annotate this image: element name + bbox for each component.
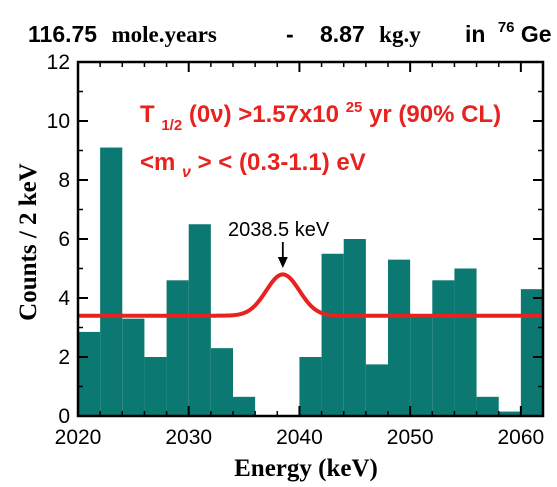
mass-rest: > < (0.3-1.1) eV bbox=[198, 149, 366, 176]
y-tick-label: 6 bbox=[58, 228, 70, 251]
mass-annotation: <m ν > < (0.3-1.1) eV bbox=[140, 149, 366, 183]
header-exposure-mass-unit: kg.y bbox=[379, 22, 421, 47]
x-tick-label: 2050 bbox=[387, 426, 434, 449]
header-exposure-moles-unit: mole.years bbox=[111, 22, 216, 47]
ticks: 2020 2030 2040 2050 2060 0 2 4 6 8 10 12 bbox=[47, 51, 545, 449]
histogram-bar bbox=[166, 280, 189, 416]
y-tick-label: 4 bbox=[58, 287, 70, 310]
histogram-bar bbox=[410, 315, 433, 416]
x-axis-label: Energy (keV) bbox=[234, 455, 378, 482]
histogram-bar bbox=[432, 280, 455, 416]
y-tick-label: 10 bbox=[47, 110, 70, 133]
histogram-bar bbox=[365, 364, 388, 416]
histogram-bar bbox=[188, 224, 211, 416]
y-tick-label: 8 bbox=[58, 169, 70, 192]
y-axis-label: Counts / 2 keV bbox=[15, 163, 42, 321]
header-isotope-symbol: Ge bbox=[521, 21, 552, 47]
y-tick-label: 2 bbox=[58, 346, 70, 369]
header-separator: - bbox=[286, 21, 294, 47]
header-exposure-moles: 116.75 bbox=[28, 21, 97, 47]
histogram-bar bbox=[299, 357, 322, 416]
x-tick-label: 2030 bbox=[165, 426, 212, 449]
halflife-subscript: 1/2 bbox=[161, 117, 182, 134]
header-exposure: 116.75 mole.years bbox=[28, 21, 217, 47]
halflife-exponent: 25 bbox=[346, 99, 363, 116]
x-tick-label: 2020 bbox=[55, 426, 102, 449]
histogram-bar bbox=[520, 289, 543, 416]
histogram-bar bbox=[144, 357, 167, 416]
histogram-bar bbox=[122, 318, 145, 416]
histogram-bar bbox=[476, 396, 499, 416]
histogram-bar bbox=[454, 268, 477, 416]
halflife-unit-cl: yr (90% CL) bbox=[369, 101, 501, 128]
header-exposure-mass: 8.87 bbox=[320, 21, 365, 47]
histogram-bars bbox=[78, 147, 543, 417]
halflife-annotation: T 1/2 (0ν) >1.57x10 25 yr (90% CL) bbox=[140, 91, 501, 136]
histogram-bar bbox=[343, 239, 366, 416]
header-isotope-mass-number: 76 bbox=[498, 19, 515, 36]
halflife-symbol: T bbox=[140, 101, 155, 128]
x-tick-label: 2040 bbox=[276, 426, 323, 449]
histogram-bar bbox=[78, 331, 101, 416]
histogram-bar bbox=[233, 396, 256, 416]
x-tick-label: 2060 bbox=[497, 426, 544, 449]
fit-curve bbox=[77, 272, 544, 318]
peak-arrow-head bbox=[277, 257, 288, 268]
header-isotope-prefix: in bbox=[465, 21, 485, 47]
histogram-bar bbox=[100, 147, 123, 417]
header-isotope: in 76 Ge bbox=[465, 11, 552, 47]
header-mass: 8.87 kg.y bbox=[320, 21, 421, 47]
halflife-mode: (0ν) bbox=[189, 101, 232, 128]
mass-open: <m bbox=[140, 149, 175, 176]
halflife-relation: >1.57x10 bbox=[238, 101, 339, 128]
peak-arrow bbox=[277, 242, 288, 268]
peak-label: 2038.5 keV bbox=[228, 219, 330, 241]
fit-curve-group bbox=[77, 272, 544, 318]
histogram-bar bbox=[210, 348, 233, 416]
histogram-bar bbox=[321, 253, 344, 416]
y-tick-label: 12 bbox=[47, 51, 70, 74]
y-tick-label: 0 bbox=[58, 405, 70, 428]
mass-subscript: ν bbox=[182, 164, 191, 181]
histogram-bar bbox=[388, 259, 411, 416]
histogram-bar bbox=[498, 411, 521, 416]
